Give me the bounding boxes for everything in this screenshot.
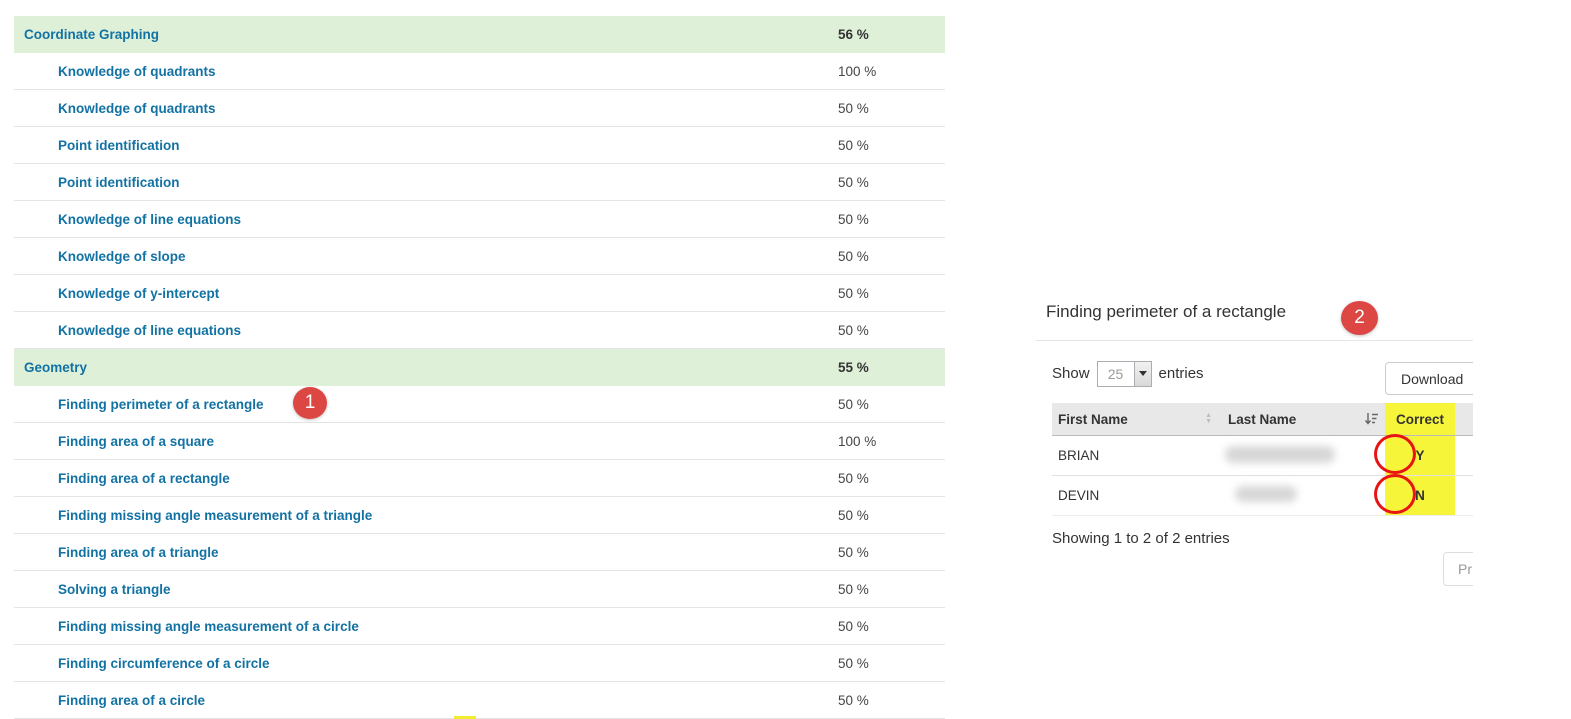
skill-row: Geometry 55 % — [14, 349, 945, 386]
panel-title: Finding perimeter of a rectangle — [1046, 302, 1287, 321]
skill-link[interactable]: Finding perimeter of a rectangle — [58, 396, 264, 412]
skill-link[interactable]: Solving a triangle — [58, 581, 171, 597]
skill-link[interactable]: Point identification — [58, 137, 180, 153]
show-label: Show — [1052, 365, 1090, 382]
skill-score: 100 % — [838, 63, 877, 79]
skill-score: 50 % — [838, 544, 869, 560]
page-length-value: 25 — [1107, 365, 1124, 382]
skill-link[interactable]: Finding area of a square — [58, 433, 215, 449]
skill-link[interactable]: Finding area of a triangle — [58, 544, 219, 560]
skill-row: Finding area of a triangle 50 % — [14, 534, 945, 571]
skill-row: Point identification 50 % — [14, 164, 945, 201]
skill-score: 50 % — [838, 655, 869, 671]
skill-link[interactable]: Finding area of a circle — [58, 692, 206, 708]
skill-row: Knowledge of slope 50 % — [14, 238, 945, 275]
column-header-correct[interactable]: Correct — [1385, 403, 1455, 435]
first-name-cell: BRIAN — [1058, 448, 1100, 463]
redacted-last-name — [1225, 446, 1335, 463]
skill-score: 50 % — [838, 174, 869, 190]
sort-icon[interactable]: ▲ ▼ — [1205, 412, 1212, 425]
skill-link[interactable]: Knowledge of slope — [58, 248, 186, 264]
entries-summary: Showing 1 to 2 of 2 entries — [1052, 530, 1230, 547]
previous-page-button[interactable]: Pr — [1443, 552, 1473, 586]
skill-row: Finding missing angle measurement of a c… — [14, 608, 945, 645]
panel-divider — [1036, 340, 1473, 341]
column-header-last-name[interactable]: Last Name — [1220, 403, 1385, 435]
annotation-circle-y — [1374, 434, 1416, 474]
column-header-first-name[interactable]: First Name ▲ ▼ — [1058, 411, 1212, 427]
skill-score: 50 % — [838, 396, 869, 412]
highlight-sliver — [454, 716, 476, 719]
first-name-cell: DEVIN — [1058, 488, 1100, 503]
skill-score: 50 % — [838, 692, 869, 708]
skill-row: Finding circumference of a circle 50 % — [14, 645, 945, 682]
annotation-step-2-badge: 2 — [1341, 301, 1378, 335]
download-button[interactable]: Download — [1385, 362, 1473, 395]
skill-link[interactable]: Finding area of a rectangle — [58, 470, 230, 486]
skill-link[interactable]: Finding missing angle measurement of a c… — [58, 618, 359, 634]
skill-link[interactable]: Finding missing angle measurement of a t… — [58, 507, 373, 523]
skill-link[interactable]: Point identification — [58, 174, 180, 190]
skill-row: Solving a triangle 50 % — [14, 571, 945, 608]
page-length-select[interactable]: 25 — [1096, 360, 1152, 387]
skill-row: Knowledge of y-intercept 50 % — [14, 275, 945, 312]
annotation-circle-n — [1374, 474, 1416, 514]
skill-link[interactable]: Knowledge of quadrants — [58, 100, 216, 116]
skill-link[interactable]: Knowledge of line equations — [58, 211, 242, 227]
page-length-control: Show 25 entries — [1052, 360, 1204, 387]
skill-link[interactable]: Coordinate Graphing — [24, 27, 159, 42]
skill-row: Finding area of a square 100 % — [14, 423, 945, 460]
skill-score: 50 % — [838, 581, 869, 597]
skill-row: Coordinate Graphing 56 % — [14, 16, 945, 53]
skill-row: Finding area of a circle 50 % — [14, 682, 945, 719]
annotation-step-1-badge: 1 — [293, 387, 327, 419]
header-filler — [1455, 403, 1473, 435]
skill-link[interactable]: Geometry — [24, 360, 88, 375]
skill-link[interactable]: Finding circumference of a circle — [58, 655, 270, 671]
redacted-last-name — [1235, 486, 1297, 502]
entries-label: entries — [1158, 365, 1204, 382]
skill-score: 50 % — [838, 322, 869, 338]
skill-score: 50 % — [838, 137, 869, 153]
skill-row: Finding missing angle measurement of a t… — [14, 497, 945, 534]
skill-link[interactable]: Knowledge of line equations — [58, 322, 242, 338]
skill-link[interactable]: Knowledge of y-intercept — [58, 285, 220, 301]
skill-score: 50 % — [838, 507, 869, 523]
chevron-down-icon[interactable] — [1133, 361, 1151, 386]
skill-row: Point identification 50 % — [14, 127, 945, 164]
sort-ascending-icon[interactable] — [1364, 412, 1379, 426]
skill-link[interactable]: Knowledge of quadrants — [58, 63, 216, 79]
skill-row: Knowledge of quadrants 100 % — [14, 53, 945, 90]
skill-score: 50 % — [838, 618, 869, 634]
skill-score: 50 % — [838, 100, 869, 116]
skill-score: 55 % — [838, 360, 869, 375]
skill-score: 50 % — [838, 211, 869, 227]
skill-detail-panel: Finding perimeter of a rectangle Show 25… — [1036, 300, 1473, 615]
results-table-header: First Name ▲ ▼ Last Name Correct — [1052, 403, 1473, 436]
skill-row: Knowledge of line equations 50 % — [14, 201, 945, 238]
skill-score: 56 % — [838, 27, 869, 42]
skills-table: Coordinate Graphing 56 % Knowledge of qu… — [14, 16, 945, 719]
skill-score: 50 % — [838, 470, 869, 486]
skill-row: Finding perimeter of a rectangle 50 % — [14, 386, 945, 423]
skill-score: 100 % — [838, 433, 877, 449]
skill-row: Finding area of a rectangle 50 % — [14, 460, 945, 497]
skill-score: 50 % — [838, 285, 869, 301]
skill-score: 50 % — [838, 248, 869, 264]
skill-row: Knowledge of line equations 50 % — [14, 312, 945, 349]
skill-row: Knowledge of quadrants 50 % — [14, 90, 945, 127]
